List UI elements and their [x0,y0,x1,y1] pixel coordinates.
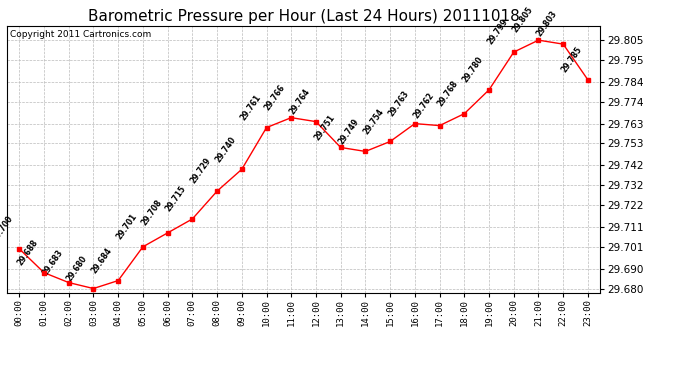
Text: 29.785: 29.785 [560,45,584,74]
Text: 29.688: 29.688 [16,238,40,267]
Text: 29.805: 29.805 [510,6,534,34]
Text: 29.680: 29.680 [65,254,89,283]
Text: 29.754: 29.754 [362,107,386,136]
Text: 29.708: 29.708 [139,198,164,227]
Text: 29.701: 29.701 [115,212,139,241]
Text: 29.762: 29.762 [411,91,435,120]
Text: 29.799: 29.799 [486,17,510,46]
Text: Barometric Pressure per Hour (Last 24 Hours) 20111018: Barometric Pressure per Hour (Last 24 Ho… [88,9,520,24]
Text: 29.749: 29.749 [337,117,362,146]
Text: 29.751: 29.751 [313,113,337,142]
Text: 29.729: 29.729 [189,156,213,186]
Text: 29.700: 29.700 [0,214,15,243]
Text: 29.684: 29.684 [90,246,114,275]
Text: 29.766: 29.766 [263,83,287,112]
Text: 29.763: 29.763 [386,89,411,118]
Text: 29.803: 29.803 [535,9,559,39]
Text: 29.715: 29.715 [164,184,188,213]
Text: 29.768: 29.768 [436,79,460,108]
Text: 29.764: 29.764 [288,87,312,116]
Text: Copyright 2011 Cartronics.com: Copyright 2011 Cartronics.com [10,30,151,39]
Text: 29.683: 29.683 [41,248,65,277]
Text: 29.780: 29.780 [461,55,485,84]
Text: 29.740: 29.740 [213,135,237,164]
Text: 29.761: 29.761 [238,93,262,122]
